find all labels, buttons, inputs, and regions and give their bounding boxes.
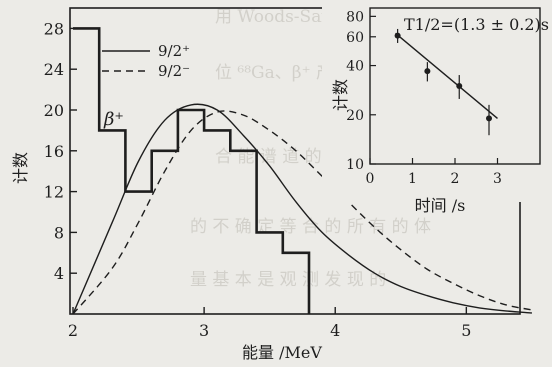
inset-background bbox=[322, 6, 547, 202]
inset-x-axis-title: 时间 /s bbox=[415, 196, 466, 215]
inset-y-axis: 10 20 40 60 80 bbox=[346, 9, 376, 173]
inset-x-tick-label: 0 bbox=[366, 171, 375, 187]
inset-y-tick-label: 20 bbox=[346, 108, 364, 124]
inset-x-tick-label: 1 bbox=[408, 171, 417, 187]
svg-text:的 不 确 定 等 合 的 所 有 的 体: 的 不 确 定 等 合 的 所 有 的 体 bbox=[190, 217, 431, 237]
inset-y-axis-title: 计数 bbox=[331, 79, 350, 111]
svg-text:量 基 本 是 观 测 发 现 的: 量 基 本 是 观 测 发 现 的 bbox=[190, 270, 386, 290]
inset-x-tick-label: 2 bbox=[451, 171, 460, 187]
series-line-9-2-plus bbox=[72, 103, 532, 315]
main-y-axis: 4 8 12 16 20 24 28 bbox=[44, 19, 77, 283]
inset-y-tick-label: 60 bbox=[346, 30, 364, 46]
inset-x-axis: 0 1 2 3 bbox=[366, 158, 502, 187]
main-x-tick-label: 3 bbox=[199, 321, 209, 340]
main-y-tick-label: 12 bbox=[44, 183, 64, 202]
beta-plus-annotation: β⁺ bbox=[103, 109, 124, 130]
half-life-inset: 0 1 2 3 10 20 40 60 80 T1/2=(1.3 ± 0.2)s 计数 时间 … bbox=[322, 6, 549, 215]
inset-title: T1/2=(1.3 ± 0.2)s bbox=[404, 15, 549, 34]
main-y-axis-title: 计数 bbox=[11, 152, 30, 184]
inset-y-tick-label: 40 bbox=[346, 59, 364, 75]
inset-fit-line bbox=[395, 32, 498, 119]
inset-data-points bbox=[394, 28, 492, 136]
main-y-tick-label: 20 bbox=[44, 101, 64, 120]
inset-y-tick-label: 80 bbox=[346, 9, 364, 25]
main-x-tick-label: 4 bbox=[330, 321, 340, 340]
main-x-axis: 2 3 4 5 bbox=[68, 307, 471, 340]
main-y-tick-label: 24 bbox=[44, 60, 64, 79]
main-x-tick-label: 5 bbox=[461, 321, 471, 340]
inset-x-tick-label: 3 bbox=[493, 171, 502, 187]
main-x-tick-label: 2 bbox=[68, 321, 78, 340]
legend: 9/2⁺ 9/2⁻ bbox=[102, 42, 190, 80]
series-line-9-2-minus bbox=[72, 110, 533, 315]
inset-y-tick-label: 10 bbox=[346, 157, 364, 173]
legend-label-9-2-minus: 9/2⁻ bbox=[158, 62, 190, 80]
histogram-bars bbox=[73, 27, 311, 314]
inset-data-point bbox=[424, 68, 431, 75]
inset-data-point bbox=[486, 115, 492, 122]
main-y-tick-label: 8 bbox=[54, 223, 64, 242]
main-y-tick-label: 4 bbox=[54, 264, 64, 283]
main-y-tick-label: 28 bbox=[44, 19, 64, 38]
main-x-axis-title: 能量 /MeV bbox=[242, 343, 322, 362]
main-y-tick-label: 16 bbox=[44, 142, 64, 161]
inset-data-point bbox=[394, 32, 401, 39]
inset-data-point bbox=[456, 83, 463, 89]
legend-label-9-2-plus: 9/2⁺ bbox=[158, 42, 190, 60]
